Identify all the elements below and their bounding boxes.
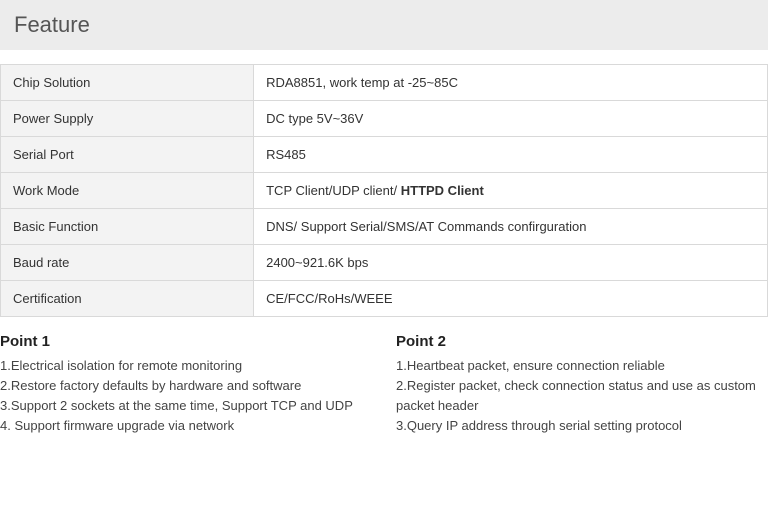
spec-value: RDA8851, work temp at -25~85C [254, 65, 768, 101]
spec-value: 2400~921.6K bps [254, 245, 768, 281]
points-title: Point 2 [396, 333, 768, 350]
table-row: Work Mode TCP Client/UDP client/ HTTPD C… [1, 173, 768, 209]
spec-label: Baud rate [1, 245, 254, 281]
spec-value-bold: HTTPD Client [401, 183, 484, 198]
points-section: Point 1 1.Electrical isolation for remot… [0, 333, 768, 437]
spec-value: DNS/ Support Serial/SMS/AT Commands conf… [254, 209, 768, 245]
spec-label: Power Supply [1, 101, 254, 137]
spec-value: CE/FCC/RoHs/WEEE [254, 281, 768, 317]
list-item: 3.Query IP address through serial settin… [396, 416, 768, 436]
list-item: 3.Support 2 sockets at the same time, Su… [0, 396, 372, 416]
spec-value: TCP Client/UDP client/ HTTPD Client [254, 173, 768, 209]
points-list: 1.Heartbeat packet, ensure connection re… [396, 356, 768, 437]
table-row: Baud rate 2400~921.6K bps [1, 245, 768, 281]
spec-value-prefix: TCP Client/UDP client/ [266, 183, 401, 198]
spec-label: Basic Function [1, 209, 254, 245]
list-item: 2.Restore factory defaults by hardware a… [0, 376, 372, 396]
spec-label: Chip Solution [1, 65, 254, 101]
table-row: Certification CE/FCC/RoHs/WEEE [1, 281, 768, 317]
points-title: Point 1 [0, 333, 372, 350]
table-row: Chip Solution RDA8851, work temp at -25~… [1, 65, 768, 101]
points-column-2: Point 2 1.Heartbeat packet, ensure conne… [396, 333, 768, 437]
table-row: Power Supply DC type 5V~36V [1, 101, 768, 137]
list-item: 4. Support firmware upgrade via network [0, 416, 372, 436]
spec-label: Serial Port [1, 137, 254, 173]
list-item: 1.Electrical isolation for remote monito… [0, 356, 372, 376]
list-item: 2.Register packet, check connection stat… [396, 376, 768, 416]
points-column-1: Point 1 1.Electrical isolation for remot… [0, 333, 372, 437]
spec-value: DC type 5V~36V [254, 101, 768, 137]
spec-label: Work Mode [1, 173, 254, 209]
feature-heading: Feature [0, 0, 768, 50]
points-list: 1.Electrical isolation for remote monito… [0, 356, 372, 437]
table-row: Serial Port RS485 [1, 137, 768, 173]
spec-table: Chip Solution RDA8851, work temp at -25~… [0, 64, 768, 317]
list-item: 1.Heartbeat packet, ensure connection re… [396, 356, 768, 376]
spec-label: Certification [1, 281, 254, 317]
spec-value: RS485 [254, 137, 768, 173]
table-row: Basic Function DNS/ Support Serial/SMS/A… [1, 209, 768, 245]
